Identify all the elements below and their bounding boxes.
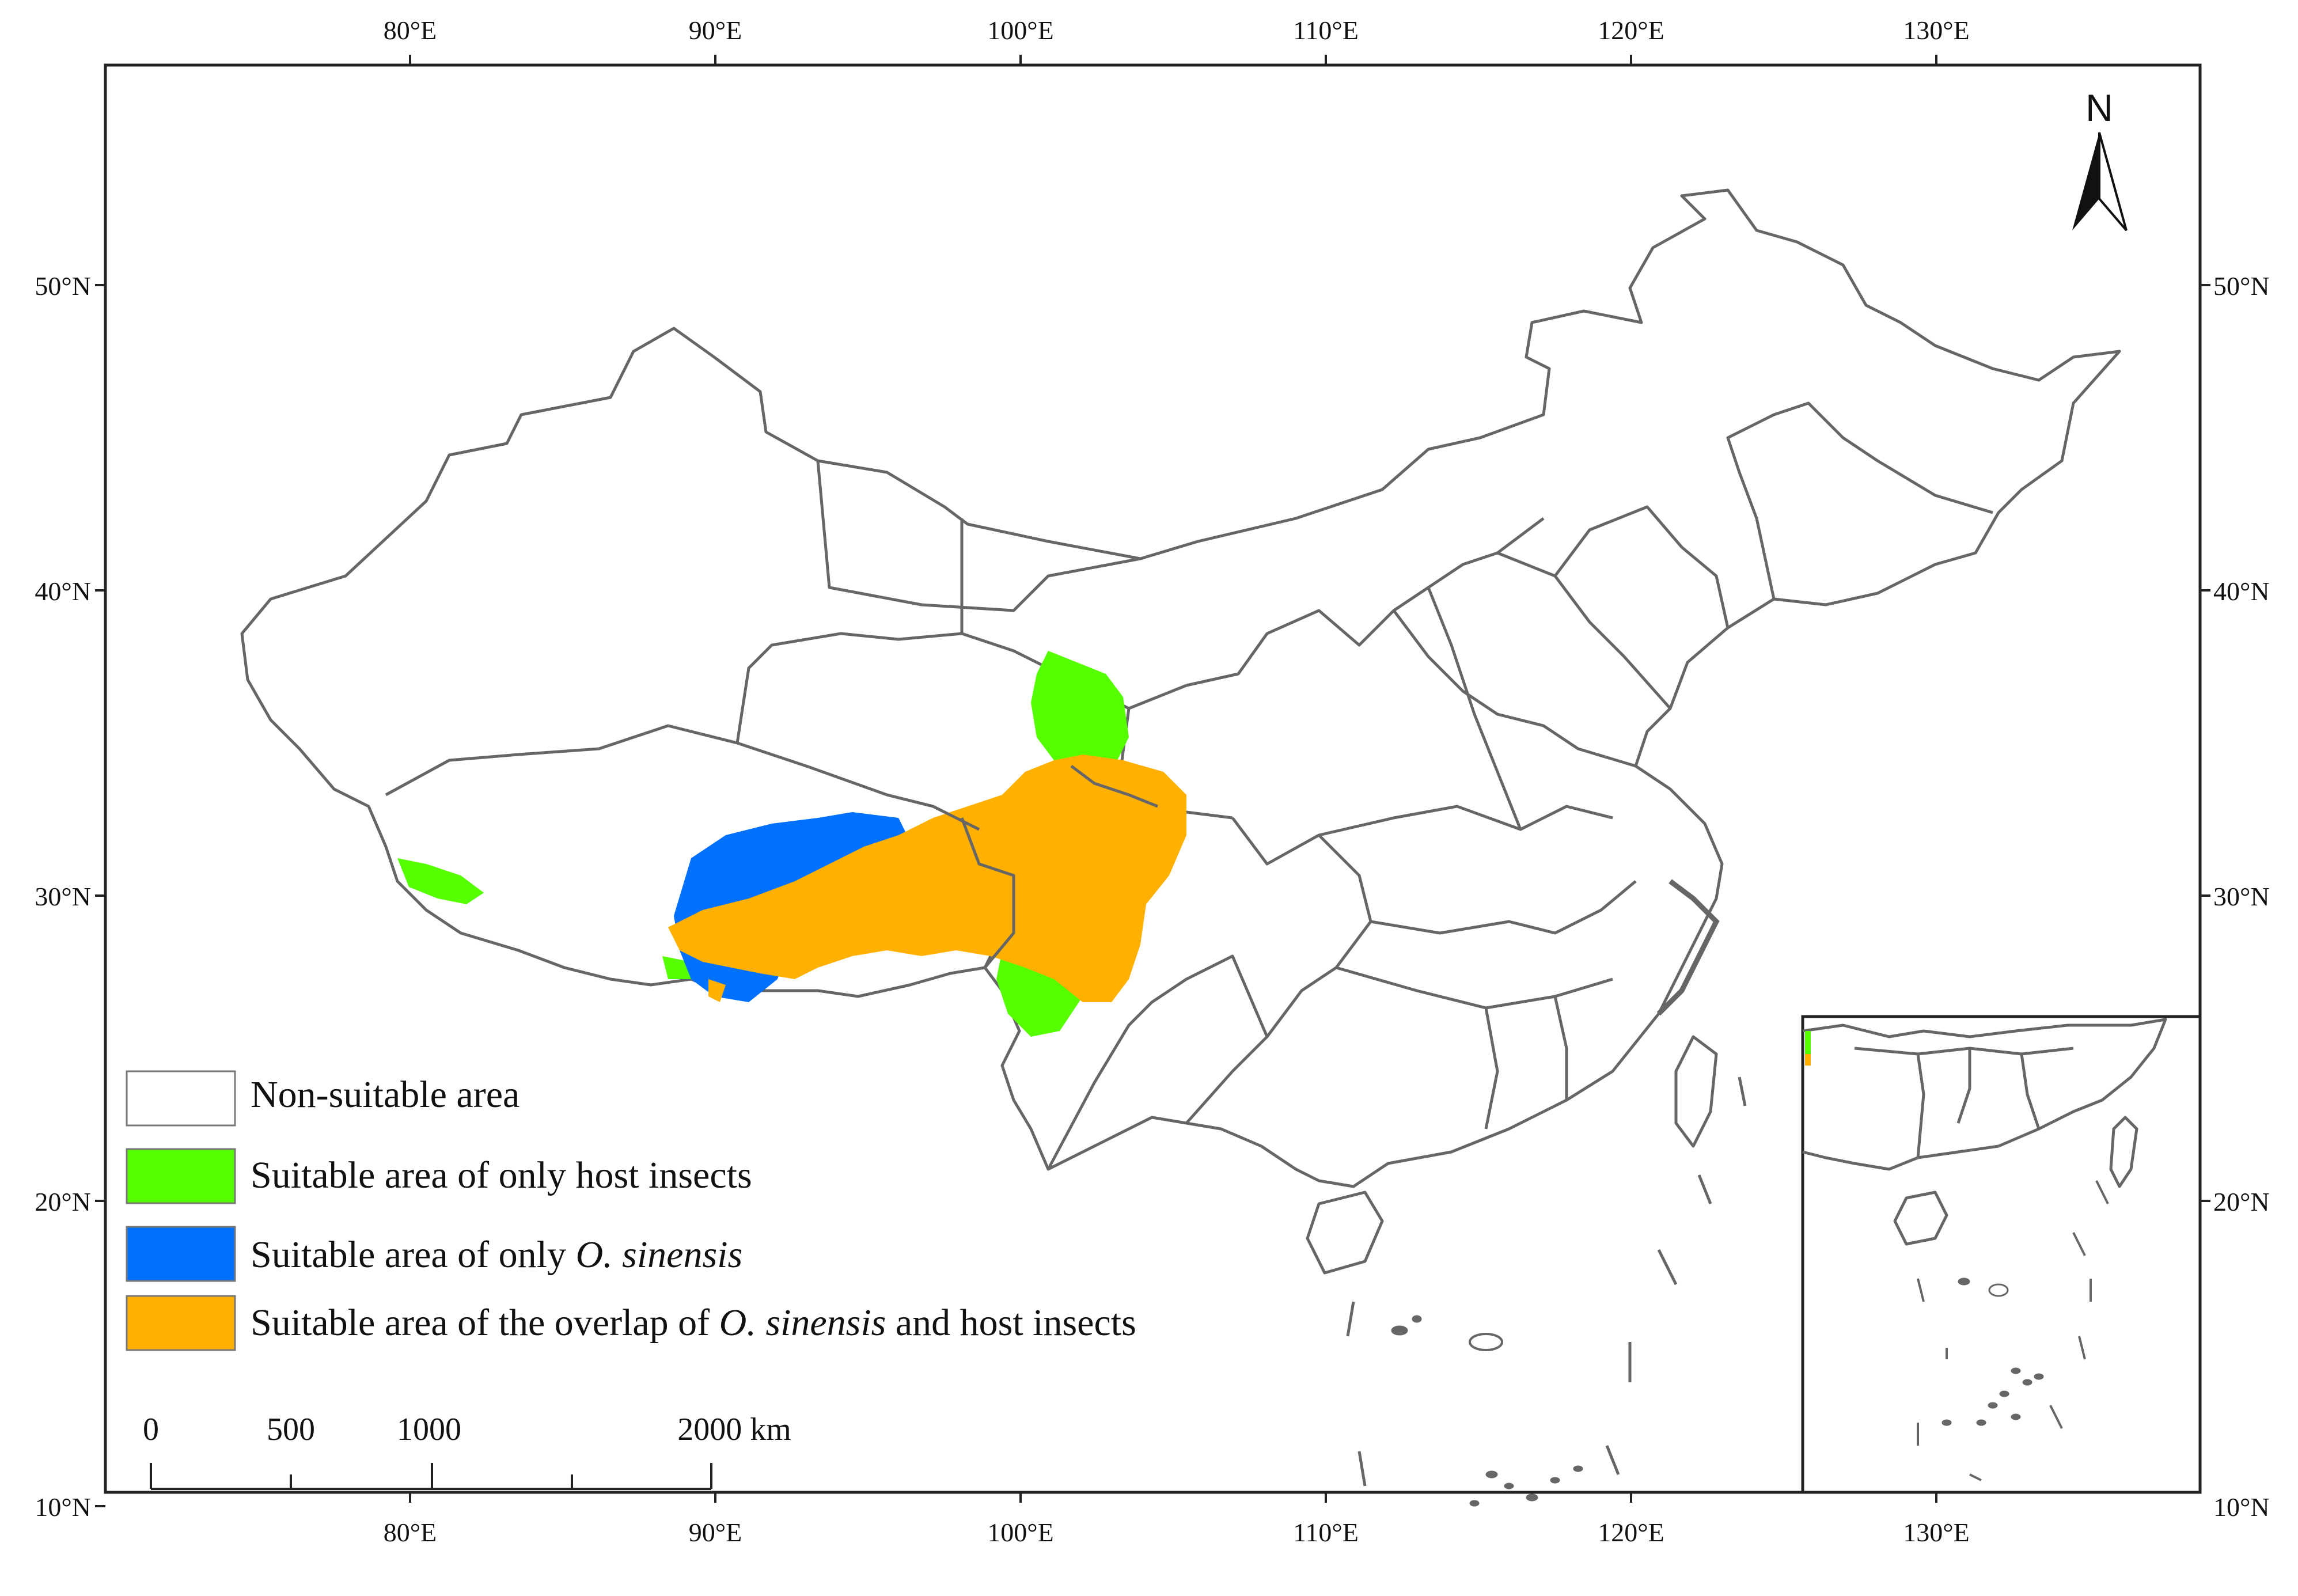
suitable-area-regions <box>397 651 1186 1037</box>
legend: Non-suitable area Suitable area of only … <box>126 1070 1136 1351</box>
bottom-lon-label-120: 120°E <box>1598 1518 1664 1547</box>
inset-host-only-patch <box>1805 1031 1811 1054</box>
left-latitude-axis <box>95 284 105 1507</box>
east-coast-detail <box>1656 879 1720 1016</box>
top-lon-label-120: 120°E <box>1598 16 1664 45</box>
inset-map <box>1801 1015 2202 1494</box>
right-lat-label-50: 50°N <box>2213 271 2270 301</box>
legend-label-text: Suitable area of only <box>251 1234 575 1276</box>
legend-label-text: Suitable area of the overlap of <box>251 1302 719 1344</box>
inset-hainan <box>1893 1191 1948 1246</box>
inset-dashes <box>1917 1180 2109 1481</box>
left-lat-label-10: 10°N <box>35 1492 91 1522</box>
left-lat-label-20: 20°N <box>35 1187 91 1216</box>
legend-swatch-sinensis-only <box>126 1226 236 1282</box>
bottom-lon-label-130: 130°E <box>1903 1518 1970 1547</box>
right-latitude-axis <box>2200 284 2210 1202</box>
bottom-lon-label-110: 110°E <box>1293 1518 1359 1547</box>
legend-species-name: O. sinensis <box>575 1234 742 1276</box>
bottom-lon-label-80: 80°E <box>384 1518 437 1547</box>
legend-swatch-overlap <box>126 1295 236 1351</box>
inset-islands <box>1941 1277 2044 1426</box>
top-lon-label-100: 100°E <box>987 16 1054 45</box>
north-arrow-icon <box>2072 132 2128 232</box>
host-only-region-north <box>1031 651 1129 772</box>
china-outline <box>240 188 2121 1188</box>
inset-taiwan <box>2109 1116 2138 1188</box>
right-lat-label-10: 10°N <box>2213 1492 2270 1522</box>
top-lon-label-130: 130°E <box>1903 16 1970 45</box>
legend-item-host-only: Suitable area of only host insects <box>126 1148 752 1204</box>
inset-mainland-outline <box>1802 1018 2167 1171</box>
right-lat-label-40: 40°N <box>2213 577 2270 606</box>
scale-label-0: 0 <box>143 1412 159 1447</box>
legend-label-non-suitable: Non-suitable area <box>251 1074 519 1116</box>
legend-label-sinensis-only: Suitable area of only O. sinensis <box>251 1234 742 1276</box>
legend-item-overlap: Suitable area of the overlap of O. sinen… <box>126 1295 1136 1351</box>
scale-label-1000: 1000 <box>397 1412 461 1447</box>
left-lat-label-30: 30°N <box>35 882 91 911</box>
scale-label-2000: 2000 km <box>677 1412 791 1447</box>
north-arrow: N <box>2072 86 2128 232</box>
left-lat-label-50: 50°N <box>35 271 91 301</box>
overlap-region-small-south <box>708 979 726 1002</box>
south-china-sea-islands <box>1391 1315 1583 1507</box>
inset-overlap-patch <box>1805 1054 1811 1066</box>
legend-swatch-non-suitable <box>126 1070 236 1127</box>
legend-swatch-host-only <box>126 1148 236 1204</box>
scale-label-500: 500 <box>267 1412 315 1447</box>
legend-label-text: and host insects <box>886 1302 1136 1344</box>
host-only-region-west <box>397 858 484 904</box>
south-china-sea-dashes <box>1346 1076 1747 1487</box>
legend-species-name: O. sinensis <box>719 1302 886 1344</box>
inset-province-borders <box>1854 1047 2074 1158</box>
top-longitude-axis <box>409 55 1937 65</box>
right-lat-label-20: 20°N <box>2213 1187 2270 1216</box>
inset-frame <box>1801 1015 2202 1494</box>
bottom-lon-label-90: 90°E <box>689 1518 742 1547</box>
legend-label-overlap: Suitable area of the overlap of O. sinen… <box>251 1302 1136 1344</box>
province-borders-over-regions <box>886 765 1158 969</box>
left-lat-label-40: 40°N <box>35 577 91 606</box>
legend-item-non-suitable: Non-suitable area <box>126 1070 519 1127</box>
top-lon-label-80: 80°E <box>384 16 437 45</box>
legend-label-host-only: Suitable area of only host insects <box>251 1154 752 1196</box>
right-lat-label-30: 30°N <box>2213 882 2270 911</box>
top-lon-label-110: 110°E <box>1293 16 1359 45</box>
north-label: N <box>2085 86 2113 129</box>
scale-bar: 0 500 1000 2000 km <box>143 1412 791 1490</box>
top-lon-label-90: 90°E <box>689 16 742 45</box>
overlap-region <box>668 755 1186 1002</box>
legend-item-sinensis-only: Suitable area of only O. sinensis <box>126 1226 742 1282</box>
bottom-lon-label-100: 100°E <box>987 1518 1054 1547</box>
scale-bar-lines <box>150 1463 712 1490</box>
taiwan-island <box>1674 1035 1718 1148</box>
hainan-island <box>1306 1191 1384 1275</box>
bottom-longitude-axis <box>409 1492 1937 1503</box>
